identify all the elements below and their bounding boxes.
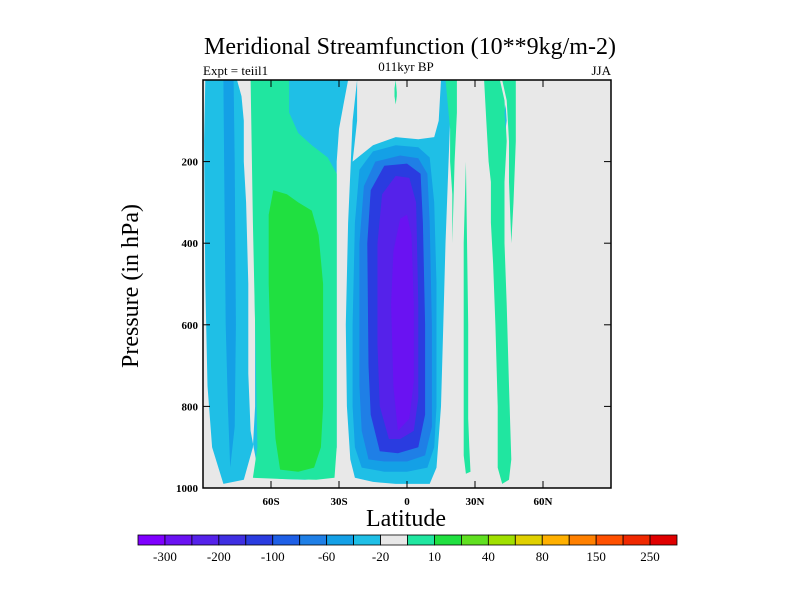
colorbar-swatch bbox=[595, 534, 624, 546]
y-tick-label: 400 bbox=[182, 238, 199, 250]
colorbar-swatch bbox=[649, 534, 678, 546]
contour-region-13 bbox=[502, 80, 516, 244]
period-label: 011kyr BP bbox=[378, 59, 434, 74]
contour-region-1 bbox=[223, 80, 236, 468]
contour-region-6 bbox=[391, 214, 414, 431]
colorbar-label: 250 bbox=[640, 549, 660, 564]
colorbar-label: -60 bbox=[318, 549, 335, 564]
chart-title: Meridional Streamfunction (10**9kg/m-2) bbox=[204, 34, 616, 60]
colorbar-swatch bbox=[245, 534, 274, 546]
contour-region-9 bbox=[394, 80, 397, 105]
colorbar-swatch bbox=[164, 534, 193, 546]
y-tick-label: 800 bbox=[182, 401, 199, 413]
y-tick-label: 600 bbox=[182, 320, 199, 332]
colorbar-swatch bbox=[191, 534, 220, 546]
contour-region-14 bbox=[504, 104, 507, 129]
colorbar-swatch bbox=[407, 534, 435, 546]
colorbar: -300 -200 -100 -60 -20 10 40 80 150 250 bbox=[137, 534, 678, 564]
colorbar-swatch bbox=[434, 534, 462, 546]
colorbar-label: 10 bbox=[428, 549, 441, 564]
experiment-label: Expt = teiil1 bbox=[203, 63, 268, 78]
colorbar-label: 40 bbox=[482, 549, 495, 564]
colorbar-swatch bbox=[353, 534, 381, 546]
x-tick-label: 0 bbox=[404, 496, 410, 508]
y-tick-label: 200 bbox=[182, 157, 199, 169]
colorbar-label: -200 bbox=[207, 549, 231, 564]
colorbar-swatch bbox=[299, 534, 328, 546]
x-axis: 60S 30S 0 30N 60N bbox=[262, 80, 553, 508]
colorbar-label: -100 bbox=[261, 549, 285, 564]
colorbar-swatch bbox=[272, 534, 301, 546]
colorbar-label: -20 bbox=[372, 549, 389, 564]
colorbar-swatch bbox=[380, 534, 408, 546]
colorbar-label: -300 bbox=[153, 549, 177, 564]
colorbar-label: 150 bbox=[586, 549, 606, 564]
y-tick-label: 1000 bbox=[176, 483, 199, 495]
contour-region-11 bbox=[463, 161, 471, 474]
colorbar-swatch bbox=[137, 534, 166, 546]
x-tick-label: 60N bbox=[534, 496, 553, 508]
contour-region-8 bbox=[268, 190, 324, 472]
colorbar-swatch bbox=[326, 534, 354, 546]
season-label: JJA bbox=[591, 63, 611, 78]
colorbar-swatch bbox=[514, 534, 543, 546]
colorbar-swatch bbox=[622, 534, 651, 546]
y-axis: 200 400 600 800 1000 bbox=[176, 157, 611, 495]
contour-region-12 bbox=[484, 80, 512, 484]
colorbar-swatch bbox=[487, 534, 516, 546]
x-tick-label: 30N bbox=[466, 496, 485, 508]
x-axis-title: Latitude bbox=[366, 506, 446, 532]
x-tick-label: 60S bbox=[262, 496, 279, 508]
y-axis-title: Pressure (in hPa) bbox=[118, 204, 144, 368]
colorbar-swatch bbox=[541, 534, 570, 546]
colorbar-swatch bbox=[568, 534, 597, 546]
x-tick-label: 30S bbox=[330, 496, 347, 508]
colorbar-swatch bbox=[218, 534, 247, 546]
contour-fills bbox=[204, 80, 516, 484]
contour-region-10 bbox=[445, 80, 457, 244]
colorbar-swatch bbox=[460, 534, 489, 546]
colorbar-label: 80 bbox=[536, 549, 549, 564]
